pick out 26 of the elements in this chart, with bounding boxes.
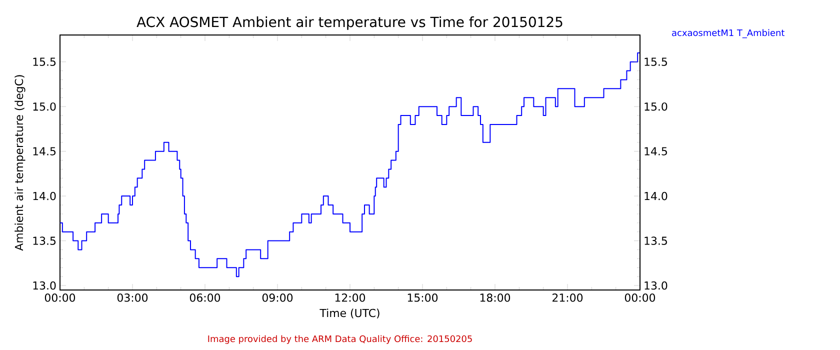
y2-tick-label: 15.0: [644, 102, 668, 111]
x-tick-label: 06:00: [190, 294, 220, 302]
text: acxaosmetM1 T_Ambient: [672, 29, 784, 38]
y-axis-title: Ambient air temperature (degC): [14, 75, 26, 251]
chart-title: ACX AOSMET Ambient air temperature vs Time for 20150125: [136, 16, 562, 30]
x-tick-label: 12:00: [335, 294, 366, 302]
x-tick-label: 15:00: [408, 294, 438, 302]
y-tick-label: 15.5: [33, 58, 56, 66]
x-tick-label: 00:00: [624, 294, 656, 302]
y-tick-label: 13.5: [33, 236, 56, 245]
y-tick-label: 13.0: [33, 281, 56, 290]
y-tick-label: 15.0: [33, 102, 56, 111]
text: Image provided by the ARM Data Quality Office: 20150205: [208, 335, 472, 344]
y2-tick-label: 14.0: [644, 192, 668, 200]
x-tick-label: 03:00: [117, 294, 148, 302]
y2-tick-label: 13.5: [644, 236, 667, 245]
y2-tick-label: 13.0: [644, 281, 668, 290]
y-tick-label: 14.5: [33, 147, 56, 156]
y-tick-label: 14.0: [33, 192, 56, 200]
y2-tick-label: 14.5: [644, 147, 667, 156]
x-tick-label: 18:00: [480, 294, 510, 302]
x-tick-label: 21:00: [552, 294, 583, 302]
x-axis-title: Time (UTC): [320, 308, 380, 318]
x-tick-label: 00:00: [44, 294, 76, 302]
y2-tick-label: 15.5: [644, 58, 667, 66]
x-tick-label: 09:00: [262, 294, 293, 302]
